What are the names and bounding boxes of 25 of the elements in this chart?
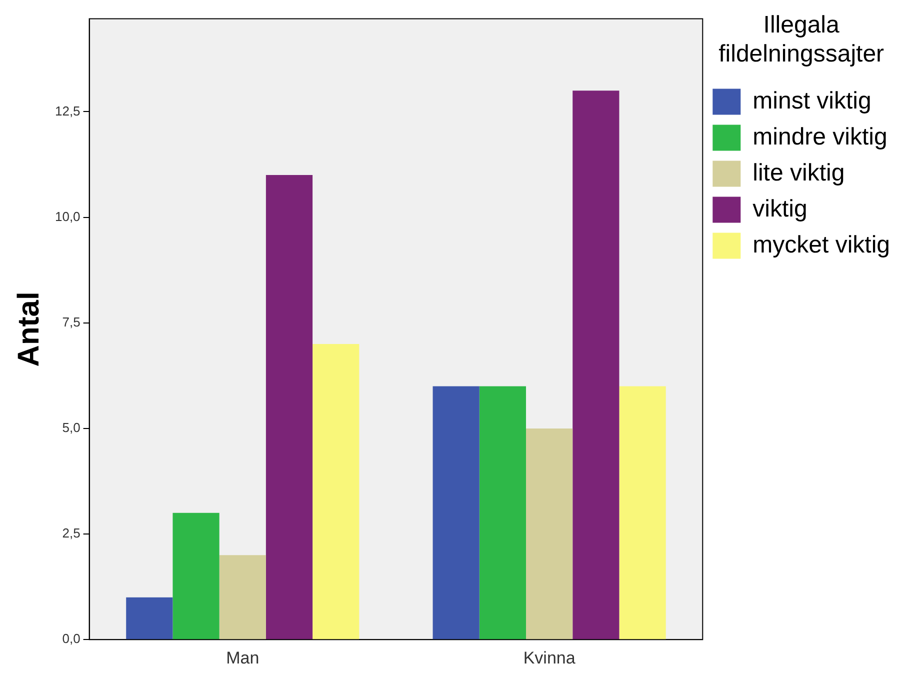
x-tick-label: Man <box>226 648 260 668</box>
legend-label: mindre viktig <box>752 123 888 150</box>
y-tick-label: 10,0 <box>54 208 80 224</box>
bar <box>219 555 266 640</box>
bar <box>479 386 526 640</box>
y-tick-label: 5,0 <box>62 420 80 436</box>
legend-label: minst viktig <box>752 87 872 114</box>
legend-label: viktig <box>752 195 808 222</box>
bar <box>126 597 173 640</box>
y-tick-label: 0,0 <box>62 631 80 646</box>
y-tick-label: 12,5 <box>54 103 80 118</box>
x-tick-label: Kvinna <box>523 648 576 668</box>
bar <box>266 175 313 640</box>
y-axis-title: Antal <box>12 292 46 367</box>
legend-title: Illegala fildelningssajter <box>718 12 884 68</box>
legend-label: lite viktig <box>752 159 845 186</box>
bar <box>619 386 666 640</box>
bar <box>172 512 220 640</box>
bar <box>432 386 480 640</box>
bar <box>526 428 573 640</box>
bar <box>312 344 360 640</box>
y-tick-label: 7,5 <box>62 314 80 330</box>
legend-label: mycket viktig <box>752 231 890 258</box>
bar <box>572 90 620 640</box>
y-tick-label: 2,5 <box>62 526 80 541</box>
